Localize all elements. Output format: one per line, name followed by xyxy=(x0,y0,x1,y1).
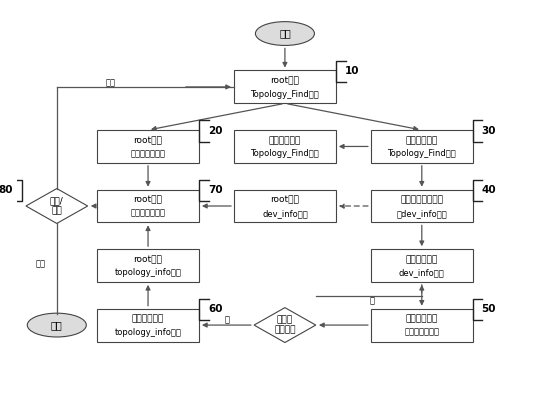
Text: 10: 10 xyxy=(345,66,359,76)
Text: 手工: 手工 xyxy=(52,206,62,215)
Text: 80: 80 xyxy=(0,185,13,195)
Text: 交换设备发送: 交换设备发送 xyxy=(132,315,164,324)
Text: topology_info报文: topology_info报文 xyxy=(115,268,182,277)
Text: 开始: 开始 xyxy=(279,28,291,39)
FancyBboxPatch shape xyxy=(234,70,336,103)
Text: 交换设备接收: 交换设备接收 xyxy=(406,136,438,145)
Text: 交换设备转发: 交换设备转发 xyxy=(269,136,301,145)
Text: topology_info报文: topology_info报文 xyxy=(115,328,182,337)
Text: 全局拓扑结构表: 全局拓扑结构表 xyxy=(131,209,166,218)
Text: Topology_Find报文: Topology_Find报文 xyxy=(250,149,319,158)
FancyBboxPatch shape xyxy=(234,190,336,222)
FancyBboxPatch shape xyxy=(371,309,473,342)
Text: 是否变化: 是否变化 xyxy=(274,325,296,335)
Text: 下联设备信息表: 下联设备信息表 xyxy=(404,328,439,337)
Text: 全局拓扑结构表: 全局拓扑结构表 xyxy=(131,149,166,158)
FancyBboxPatch shape xyxy=(97,190,199,222)
FancyBboxPatch shape xyxy=(371,190,473,222)
Text: Topology_Find报文: Topology_Find报文 xyxy=(250,90,319,98)
FancyBboxPatch shape xyxy=(371,130,473,163)
Text: 是: 是 xyxy=(225,316,230,325)
FancyBboxPatch shape xyxy=(234,130,336,163)
Text: 结束: 结束 xyxy=(51,320,63,330)
Text: root接收: root接收 xyxy=(134,255,162,264)
Text: 60: 60 xyxy=(208,304,222,314)
FancyBboxPatch shape xyxy=(371,249,473,282)
Polygon shape xyxy=(254,308,316,342)
Text: root接收: root接收 xyxy=(270,196,299,205)
Text: 50: 50 xyxy=(481,304,496,314)
Polygon shape xyxy=(26,189,88,223)
FancyBboxPatch shape xyxy=(97,309,199,342)
Text: 定时: 定时 xyxy=(105,78,115,87)
Text: 交换设备接收: 交换设备接收 xyxy=(406,255,438,264)
Ellipse shape xyxy=(27,313,86,337)
Text: dev_info报文: dev_info报文 xyxy=(262,209,308,218)
FancyBboxPatch shape xyxy=(97,130,199,163)
Text: 定时/: 定时/ xyxy=(50,197,64,206)
Text: 信息表: 信息表 xyxy=(277,316,293,325)
Text: 否: 否 xyxy=(370,297,375,306)
Text: 送dev_info报文: 送dev_info报文 xyxy=(397,209,447,218)
Text: 交换设备向来源发: 交换设备向来源发 xyxy=(401,196,443,205)
FancyBboxPatch shape xyxy=(97,249,199,282)
Ellipse shape xyxy=(255,22,315,45)
Text: 手工: 手工 xyxy=(35,259,45,268)
Text: Topology_Find报文: Topology_Find报文 xyxy=(387,149,456,158)
Text: 70: 70 xyxy=(208,185,223,195)
Text: 交换设备维护: 交换设备维护 xyxy=(406,315,438,324)
Text: dev_info报文: dev_info报文 xyxy=(399,268,445,277)
Text: root发送: root发送 xyxy=(270,77,299,86)
Text: 30: 30 xyxy=(481,126,496,136)
Text: root建立: root建立 xyxy=(134,136,162,145)
Text: 20: 20 xyxy=(208,126,222,136)
Text: 40: 40 xyxy=(481,185,496,195)
Text: root维护: root维护 xyxy=(134,196,162,205)
